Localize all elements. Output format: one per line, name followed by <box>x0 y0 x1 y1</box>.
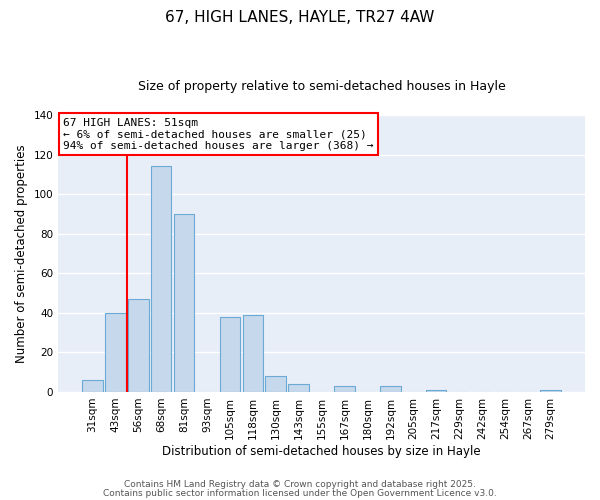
Bar <box>380 386 401 392</box>
Bar <box>289 384 309 392</box>
Text: 67, HIGH LANES, HAYLE, TR27 4AW: 67, HIGH LANES, HAYLE, TR27 4AW <box>166 10 434 25</box>
Bar <box>128 299 149 392</box>
Y-axis label: Number of semi-detached properties: Number of semi-detached properties <box>15 144 28 363</box>
Bar <box>151 166 172 392</box>
Bar <box>82 380 103 392</box>
Text: Contains public sector information licensed under the Open Government Licence v3: Contains public sector information licen… <box>103 488 497 498</box>
Bar <box>334 386 355 392</box>
X-axis label: Distribution of semi-detached houses by size in Hayle: Distribution of semi-detached houses by … <box>162 444 481 458</box>
Text: 67 HIGH LANES: 51sqm
← 6% of semi-detached houses are smaller (25)
94% of semi-d: 67 HIGH LANES: 51sqm ← 6% of semi-detach… <box>64 118 374 151</box>
Bar <box>220 317 240 392</box>
Bar <box>242 315 263 392</box>
Bar <box>174 214 194 392</box>
Bar <box>105 313 125 392</box>
Bar <box>265 376 286 392</box>
Text: Contains HM Land Registry data © Crown copyright and database right 2025.: Contains HM Land Registry data © Crown c… <box>124 480 476 489</box>
Bar <box>426 390 446 392</box>
Bar <box>541 390 561 392</box>
Title: Size of property relative to semi-detached houses in Hayle: Size of property relative to semi-detach… <box>138 80 505 93</box>
